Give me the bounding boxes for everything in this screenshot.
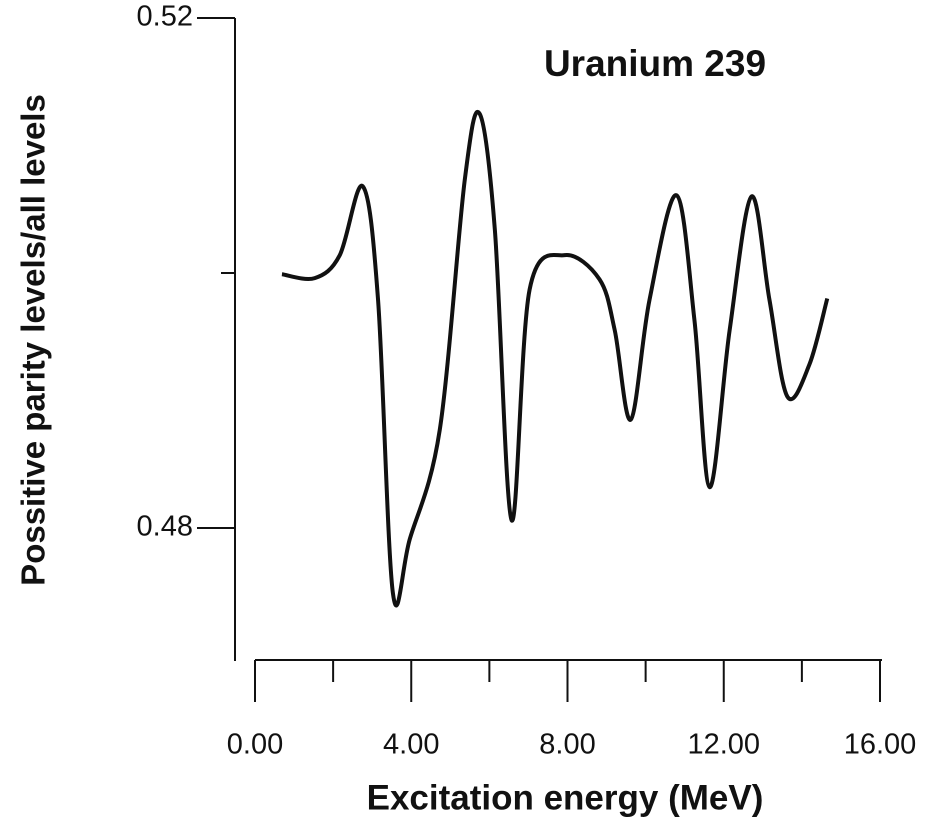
data-line (281, 110, 830, 608)
chart-title: Uranium 239 (544, 43, 766, 84)
x-tick-label: 0.00 (227, 729, 283, 761)
x-tick-label: 4.00 (383, 729, 439, 761)
y-axis-label: Possitive parity levels/all levels (15, 94, 52, 586)
x-tick-label: 12.00 (687, 729, 760, 761)
x-tick-label: 16.00 (844, 729, 917, 761)
y-tick-label: 0.52 (137, 1, 193, 33)
x-axis-label: Excitation energy (MeV) (367, 778, 764, 817)
x-tick-label: 8.00 (539, 729, 595, 761)
y-tick-label: 0.48 (137, 511, 193, 543)
